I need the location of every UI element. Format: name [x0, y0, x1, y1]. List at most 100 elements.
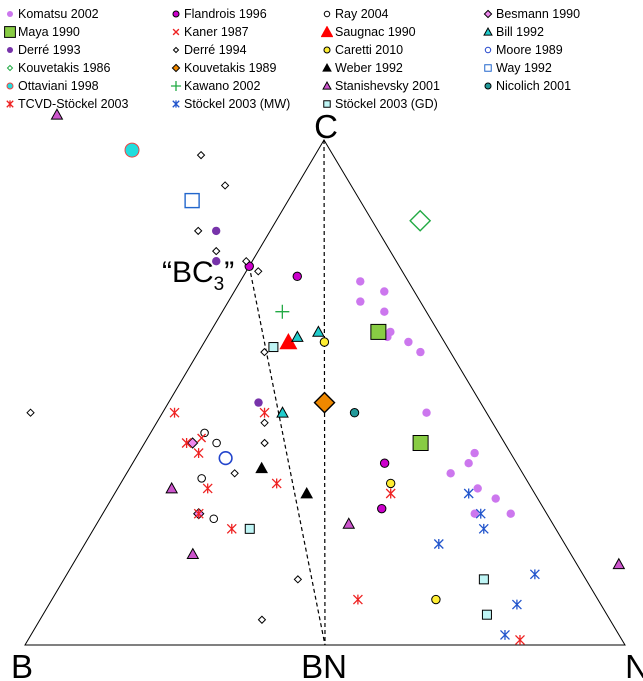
legend-label: Bill 1992 [496, 24, 544, 39]
legend-item: Ray 2004 [321, 5, 389, 22]
data-point [515, 634, 525, 645]
data-point [226, 523, 237, 534]
data-point [244, 523, 255, 534]
legend-item: TCVD-Stöckel 2003 [4, 95, 128, 112]
data-point [212, 438, 221, 448]
data-point [404, 337, 413, 347]
data-point [276, 406, 289, 418]
legend-marker-icon [323, 10, 331, 17]
legend-item: Stöckel 2003 (MW) [170, 95, 290, 112]
legend-item: Kaner 1987 [170, 23, 249, 40]
data-point [409, 209, 432, 232]
data-point [230, 469, 239, 478]
legend-item: Moore 1989 [482, 41, 563, 58]
legend-marker-icon [172, 9, 180, 18]
data-point [291, 330, 304, 342]
data-point [50, 108, 64, 120]
legend-marker-icon [321, 25, 333, 37]
series-komatsu-2002 [356, 277, 515, 518]
legend-marker-icon [171, 63, 181, 72]
legend-marker-icon [170, 80, 182, 91]
legend-marker-icon [6, 64, 14, 71]
data-point [181, 438, 192, 448]
vertex-label-n: N [625, 648, 643, 681]
data-point [254, 398, 263, 407]
legend-marker-icon [323, 99, 331, 108]
legend-item: Saugnac 1990 [321, 23, 416, 40]
legend-marker-icon [172, 28, 180, 35]
data-point [209, 514, 219, 524]
legend-marker-icon [483, 9, 493, 18]
legend-label: Weber 1992 [335, 60, 403, 75]
data-point [193, 508, 204, 519]
legend-item: Besmann 1990 [482, 5, 580, 22]
data-point [300, 486, 314, 499]
legend-marker-icon [484, 46, 492, 53]
data-point [186, 547, 200, 559]
legend-marker-icon [323, 45, 331, 54]
series-tcvd-stockel-2003 [169, 407, 525, 645]
series-moore-1989 [218, 451, 233, 466]
series-saugnac-1990 [279, 333, 298, 350]
legend-label: Besmann 1990 [496, 6, 581, 21]
legend-label: Stöckel 2003 (GD) [335, 96, 438, 111]
legend-marker-icon [4, 25, 16, 38]
legend-item: Kouvetakis 1989 [170, 59, 276, 76]
series-derre-1994 [26, 150, 303, 624]
legend-item: Komatsu 2002 [4, 5, 99, 22]
series-flandrois-1996 [244, 261, 390, 514]
data-point [446, 469, 455, 478]
data-point [257, 615, 267, 624]
legend-item: Caretti 2010 [321, 41, 403, 58]
data-point [212, 257, 221, 266]
vertex-label-bn: BN [301, 648, 347, 681]
series-stockel-2003-gd [244, 342, 492, 620]
series-nicolich-2001 [349, 408, 360, 418]
legend: Komatsu 2002 Flandrois 1996 Ray 2004 Besman… [0, 0, 643, 125]
data-point [242, 256, 251, 266]
legend-item: Derré 1994 [170, 41, 247, 58]
legend-label: Derré 1994 [184, 42, 247, 57]
data-point [342, 517, 356, 529]
data-point [260, 418, 269, 428]
vertex-label-c: C [314, 108, 338, 145]
data-point [511, 599, 522, 610]
data-point [379, 458, 390, 468]
data-point [197, 474, 206, 483]
series-kouvetakis-1989 [313, 391, 336, 414]
data-point [196, 150, 206, 160]
legend-marker-icon [322, 80, 332, 90]
legend-item: Maya 1990 [4, 23, 80, 40]
series-maya-1990 [370, 323, 429, 451]
data-point [380, 287, 389, 296]
data-point [197, 433, 207, 443]
legend-marker-icon [483, 26, 493, 36]
legend-marker-icon [484, 63, 492, 72]
legend-item: Flandrois 1996 [170, 5, 267, 22]
data-point [473, 484, 482, 493]
series-kaner-1987 [197, 433, 207, 443]
data-point [433, 539, 444, 549]
data-point [506, 509, 515, 518]
series-ray-2004 [197, 428, 221, 524]
data-point [370, 323, 387, 340]
series-stanishevsky-2001 [50, 108, 626, 570]
legend-item: Stanishevsky 2001 [321, 77, 440, 94]
data-point [193, 448, 204, 459]
legend-marker-icon [322, 62, 332, 72]
legend-label: Nicolich 2001 [496, 78, 572, 93]
data-point [271, 478, 282, 489]
legend-marker-icon [6, 10, 14, 17]
legend-item: Kouvetakis 1986 [4, 59, 110, 76]
data-point [184, 192, 200, 209]
data-point [380, 307, 389, 316]
legend-label: Ottaviani 1998 [18, 78, 99, 93]
legend-label: Derré 1993 [18, 42, 81, 57]
data-point [312, 325, 325, 337]
legend-item: Derré 1993 [4, 41, 81, 58]
vertex-label-b: B [11, 648, 33, 681]
legend-item: Bill 1992 [482, 23, 544, 40]
legend-label: Caretti 2010 [335, 42, 404, 57]
data-point [218, 451, 233, 466]
